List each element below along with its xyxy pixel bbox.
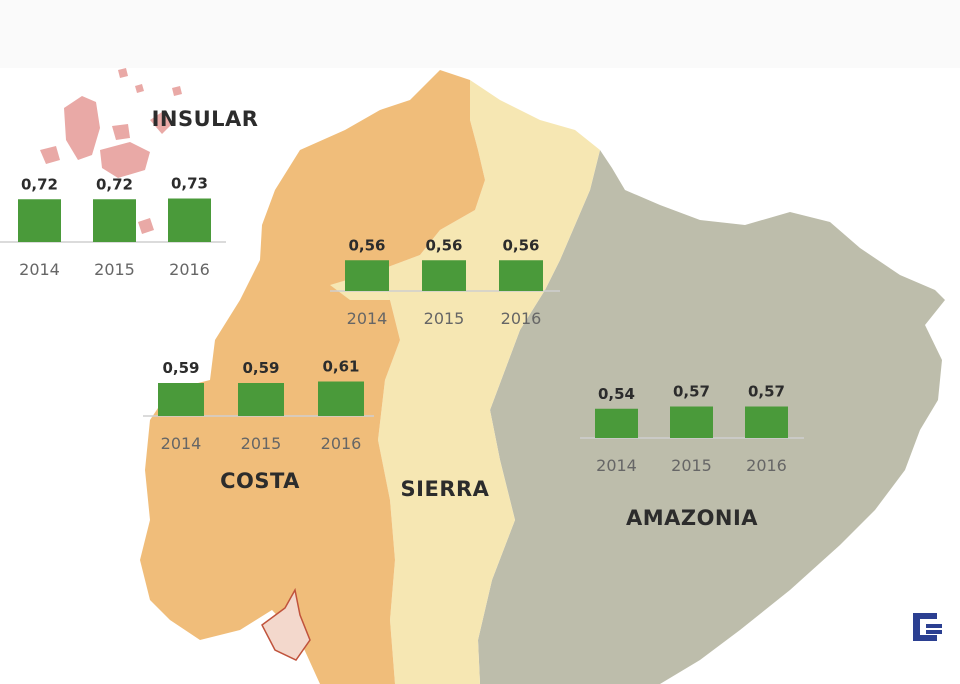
bar-value-label: 0,73 <box>171 175 208 193</box>
amazonia-label: AMAZONIA <box>626 506 758 530</box>
bar-2016 <box>499 260 543 291</box>
year-tick-label: 2015 <box>671 456 712 475</box>
bar-value-label: 0,59 <box>242 359 279 377</box>
year-tick-label: 2014 <box>19 260 60 279</box>
year-tick-label: 2015 <box>94 260 135 279</box>
bar-2016 <box>168 198 211 242</box>
bar-value-label: 0,56 <box>502 236 539 254</box>
bar-2016 <box>745 406 788 438</box>
bar-value-label: 0,56 <box>348 236 385 254</box>
year-tick-label: 2016 <box>321 434 362 453</box>
year-tick-label: 2016 <box>169 260 210 279</box>
bar-value-label: 0,59 <box>162 359 199 377</box>
year-tick-label: 2014 <box>161 434 202 453</box>
year-tick-label: 2014 <box>347 309 388 328</box>
bar-2015 <box>238 383 284 416</box>
galapagos-islands <box>40 68 182 234</box>
bar-2014 <box>18 199 61 242</box>
sierra-region <box>378 80 600 684</box>
bar-value-label: 0,56 <box>425 236 462 254</box>
bar-2015 <box>422 260 466 291</box>
costa-chart: 0,59 2014 0,59 2015 0,61 2016 <box>143 358 374 453</box>
bar-value-label: 0,61 <box>322 358 359 376</box>
insular-chart: 0,72 2014 0,72 2015 0,73 2016 <box>0 175 226 279</box>
year-tick-label: 2016 <box>501 309 542 328</box>
gulf-islands <box>261 587 311 661</box>
sierra-label: SIERRA <box>401 477 490 501</box>
bar-value-label: 0,72 <box>96 175 133 193</box>
bar-value-label: 0,72 <box>21 175 58 193</box>
year-tick-label: 2016 <box>746 456 787 475</box>
bar-2014 <box>158 383 204 416</box>
bar-2014 <box>345 260 389 291</box>
year-tick-label: 2015 <box>241 434 282 453</box>
gf-logo-icon <box>913 613 942 641</box>
insular-label: INSULAR <box>152 107 259 131</box>
bar-value-label: 0,57 <box>673 383 710 401</box>
year-tick-label: 2014 <box>596 456 637 475</box>
year-tick-label: 2015 <box>424 309 465 328</box>
costa-label: COSTA <box>220 469 300 493</box>
bar-value-label: 0,54 <box>598 385 635 403</box>
bar-2014 <box>595 408 638 438</box>
costa-region <box>140 70 485 684</box>
bar-2015 <box>670 406 713 438</box>
bar-2015 <box>93 199 136 242</box>
sierra-chart: 0,56 2014 0,56 2015 0,56 2016 <box>330 236 560 328</box>
bar-2016 <box>318 381 364 416</box>
bar-value-label: 0,57 <box>748 383 785 401</box>
amazonia-chart: 0,54 2014 0,57 2015 0,57 2016 <box>580 383 804 475</box>
